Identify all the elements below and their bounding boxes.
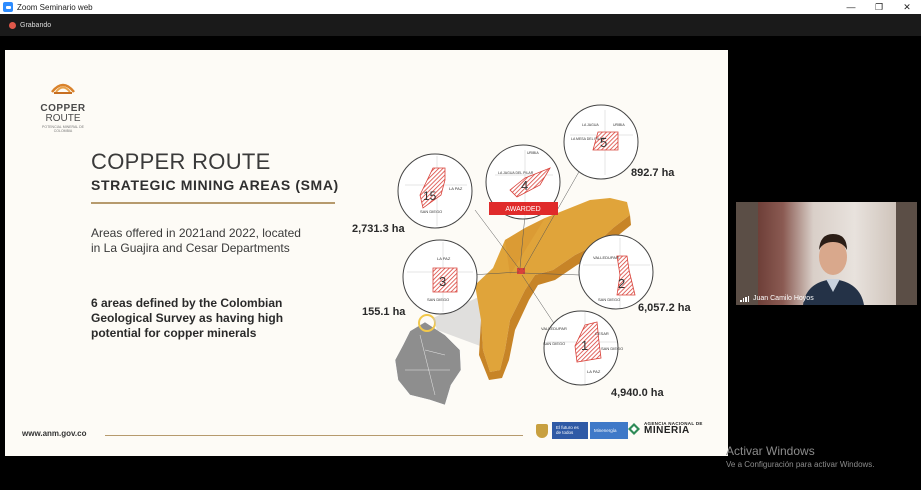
- website-url: www.anm.gov.co: [22, 429, 87, 438]
- area-2-number: 2: [618, 276, 625, 291]
- area-5-label-0: LA JAGUA: [582, 123, 599, 127]
- area-5-hectares: 892.7 ha: [631, 167, 675, 179]
- gov-badge-text: El futuro es de todos: [552, 422, 588, 439]
- area-15-label-0: LA PAZ: [449, 186, 463, 191]
- area-1-inset: 1 VALLEDUPAR CESAR SAN DIEGO SAN DIEGO L…: [541, 310, 623, 386]
- area-2-label-0: VALLEDUPAR: [593, 255, 619, 260]
- title-divider: [91, 202, 335, 204]
- area-1-hectares: 4,940.0 ha: [611, 387, 664, 399]
- shared-slide: COPPER ROUTE POTENCIAL MINERAL DE COLOMB…: [5, 50, 728, 456]
- area-3-number: 3: [439, 274, 446, 289]
- agency-small-text: AGENCIA NACIONAL DE: [644, 421, 703, 426]
- area-3-inset: 3 LA PAZ SAN DIEGO: [402, 239, 478, 315]
- windows-activation-title: Activar Windows: [726, 444, 815, 458]
- area-2-hectares: 6,057.2 ha: [638, 302, 691, 314]
- area-5-label-1: URIBIA: [613, 123, 625, 127]
- colombia-country-map: [394, 295, 491, 406]
- minimize-icon[interactable]: —: [846, 2, 856, 12]
- area-15-hectares: 2,731.3 ha: [352, 223, 405, 235]
- copper-route-logo: COPPER ROUTE POTENCIAL MINERAL DE COLOMB…: [33, 78, 93, 133]
- colombia-shield-icon: [536, 423, 548, 438]
- logo-line2: ROUTE: [45, 113, 81, 124]
- window-controls: — ❐ ✕: [837, 0, 921, 14]
- area-5-inset: 5 LA JAGUA URIBIA LA MESA DEL PILAR: [563, 104, 639, 180]
- area-5-number: 5: [600, 135, 607, 150]
- participant-video-tile[interactable]: Juan Camilo Hoyos: [736, 202, 917, 305]
- recording-label: Grabando: [20, 21, 52, 29]
- copper-route-map: 5 LA JAGUA URIBIA LA MESA DEL PILAR 4 LA…: [394, 104, 654, 406]
- slide-title: COPPER ROUTE: [91, 149, 271, 174]
- participant-name: Juan Camilo Hoyos: [753, 295, 814, 302]
- area-2-inset: 2 VALLEDUPAR SAN DIEGO: [578, 234, 654, 310]
- slide-subtitle: STRATEGIC MINING AREAS (SMA): [91, 177, 339, 193]
- audio-signal-icon: [740, 295, 750, 302]
- windows-activation-subtitle: Ve a Configuración para activar Windows.: [726, 460, 875, 469]
- window-titlebar: Zoom Seminario web — ❐ ✕: [0, 0, 921, 14]
- area-1-number: 1: [581, 338, 588, 353]
- area-15-number: 15: [423, 189, 437, 203]
- area-4-inset: 4 LA JAGUA DEL PILAR URIBIA AWARDED: [485, 144, 561, 220]
- anm-logo: AGENCIA NACIONAL DE MINERIA: [627, 421, 703, 436]
- area-3-label-0: LA PAZ: [437, 256, 451, 261]
- awarded-banner: [489, 202, 558, 215]
- paragraph-areas-defined: 6 areas defined by the Colombian Geologi…: [91, 296, 284, 340]
- footer-divider: [105, 435, 523, 436]
- window-title: Zoom Seminario web: [17, 2, 93, 12]
- close-icon[interactable]: ✕: [903, 1, 911, 12]
- area-1-label-3: SAN DIEGO: [601, 346, 623, 351]
- logo-line3: POTENCIAL MINERAL DE COLOMBIA: [42, 125, 84, 133]
- anm-logo-icon: [628, 422, 640, 435]
- area-15-label-1: SAN DIEGO: [420, 209, 442, 214]
- logo-line1: COPPER: [40, 103, 86, 114]
- agency-large-text: MINERIA: [644, 425, 690, 436]
- maximize-icon[interactable]: ❐: [874, 1, 884, 12]
- area-5-label-2: LA MESA DEL PILAR: [571, 137, 605, 141]
- recording-indicator[interactable]: Grabando: [0, 14, 921, 36]
- gov-ministry-text: Minenergía: [590, 422, 628, 439]
- area-4-label-0: LA JAGUA DEL PILAR: [498, 171, 534, 175]
- area-1-label-0: VALLEDUPAR: [541, 326, 567, 331]
- participant-avatar: [803, 234, 864, 305]
- area-3-label-1: SAN DIEGO: [427, 297, 449, 302]
- government-badge: El futuro es de todos Minenergía: [536, 422, 628, 439]
- area-15-inset: 15 LA PAZ SAN DIEGO: [397, 153, 473, 229]
- paragraph-areas-offered: Areas offered in 2021and 2022, located i…: [91, 226, 301, 255]
- area-1-label-4: LA PAZ: [587, 369, 601, 374]
- recording-dot-icon: [9, 21, 16, 29]
- awarded-label: AWARDED: [505, 206, 540, 213]
- area-1-label-2: SAN DIEGO: [543, 341, 565, 346]
- area-4-label-1: URIBIA: [527, 151, 539, 155]
- participant-name-tag: Juan Camilo Hoyos: [740, 295, 814, 302]
- area-3-hectares: 155.1 ha: [362, 306, 406, 318]
- area-1-label-1: CESAR: [595, 331, 609, 336]
- area-4-number: 4: [521, 178, 528, 193]
- area-2-label-1: SAN DIEGO: [598, 297, 620, 302]
- copper-route-logo-icon: [51, 83, 75, 94]
- zoom-app-icon: [3, 2, 13, 12]
